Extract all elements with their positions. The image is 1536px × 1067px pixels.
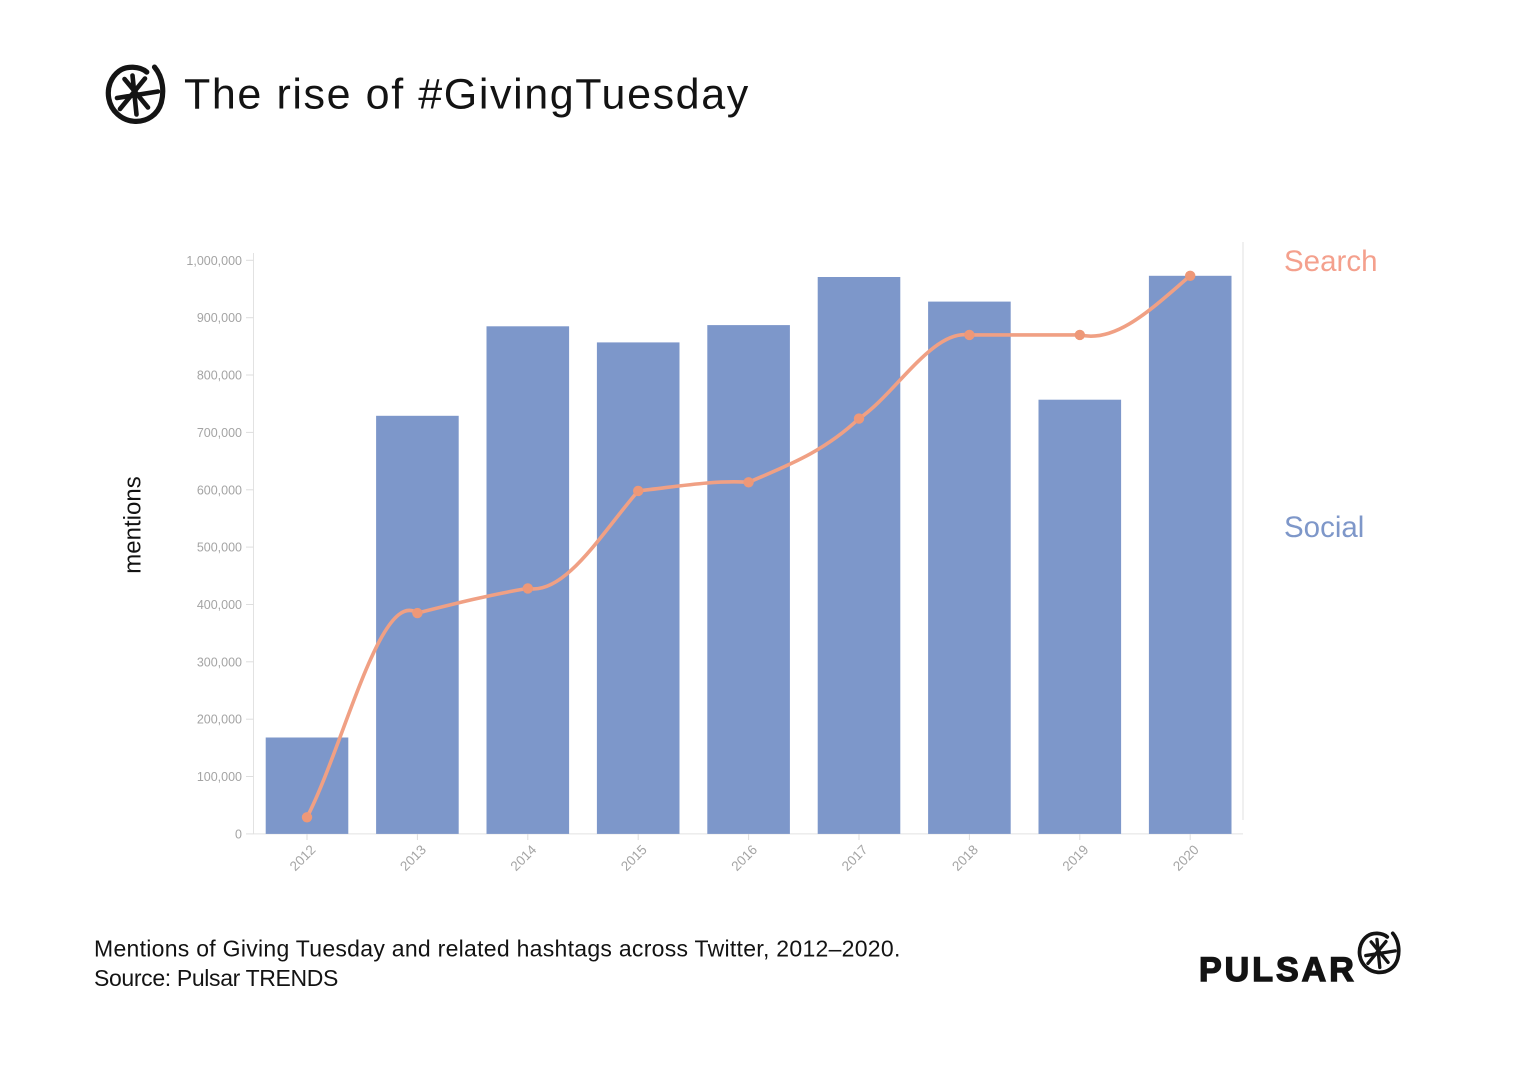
svg-text:500,000: 500,000 bbox=[197, 541, 242, 555]
svg-text:mentions: mentions bbox=[120, 476, 147, 573]
svg-text:800,000: 800,000 bbox=[197, 369, 242, 383]
svg-text:900,000: 900,000 bbox=[197, 311, 242, 325]
svg-text:400,000: 400,000 bbox=[197, 598, 242, 612]
svg-text:2016: 2016 bbox=[728, 842, 760, 874]
svg-text:200,000: 200,000 bbox=[197, 713, 242, 727]
svg-text:Search: Search bbox=[1284, 245, 1377, 278]
svg-text:2018: 2018 bbox=[949, 842, 981, 874]
svg-text:The rise of #GivingTuesday: The rise of #GivingTuesday bbox=[184, 71, 750, 119]
svg-text:0: 0 bbox=[235, 827, 242, 841]
svg-text:700,000: 700,000 bbox=[197, 426, 242, 440]
svg-text:Source: Pulsar TRENDS: Source: Pulsar TRENDS bbox=[94, 965, 338, 991]
svg-text:2019: 2019 bbox=[1060, 842, 1092, 874]
svg-text:PULSAR: PULSAR bbox=[1199, 951, 1357, 989]
svg-text:Mentions of Giving Tuesday and: Mentions of Giving Tuesday and related h… bbox=[94, 935, 901, 961]
svg-text:2012: 2012 bbox=[287, 842, 319, 874]
svg-text:300,000: 300,000 bbox=[197, 655, 242, 669]
svg-text:2015: 2015 bbox=[618, 842, 650, 874]
svg-text:600,000: 600,000 bbox=[197, 483, 242, 497]
svg-text:100,000: 100,000 bbox=[197, 770, 242, 784]
svg-text:1,000,000: 1,000,000 bbox=[186, 254, 242, 268]
svg-text:2017: 2017 bbox=[839, 842, 871, 874]
svg-text:2014: 2014 bbox=[508, 842, 540, 874]
svg-text:2020: 2020 bbox=[1170, 842, 1202, 874]
svg-text:Social: Social bbox=[1284, 511, 1364, 544]
svg-text:2013: 2013 bbox=[397, 842, 429, 874]
